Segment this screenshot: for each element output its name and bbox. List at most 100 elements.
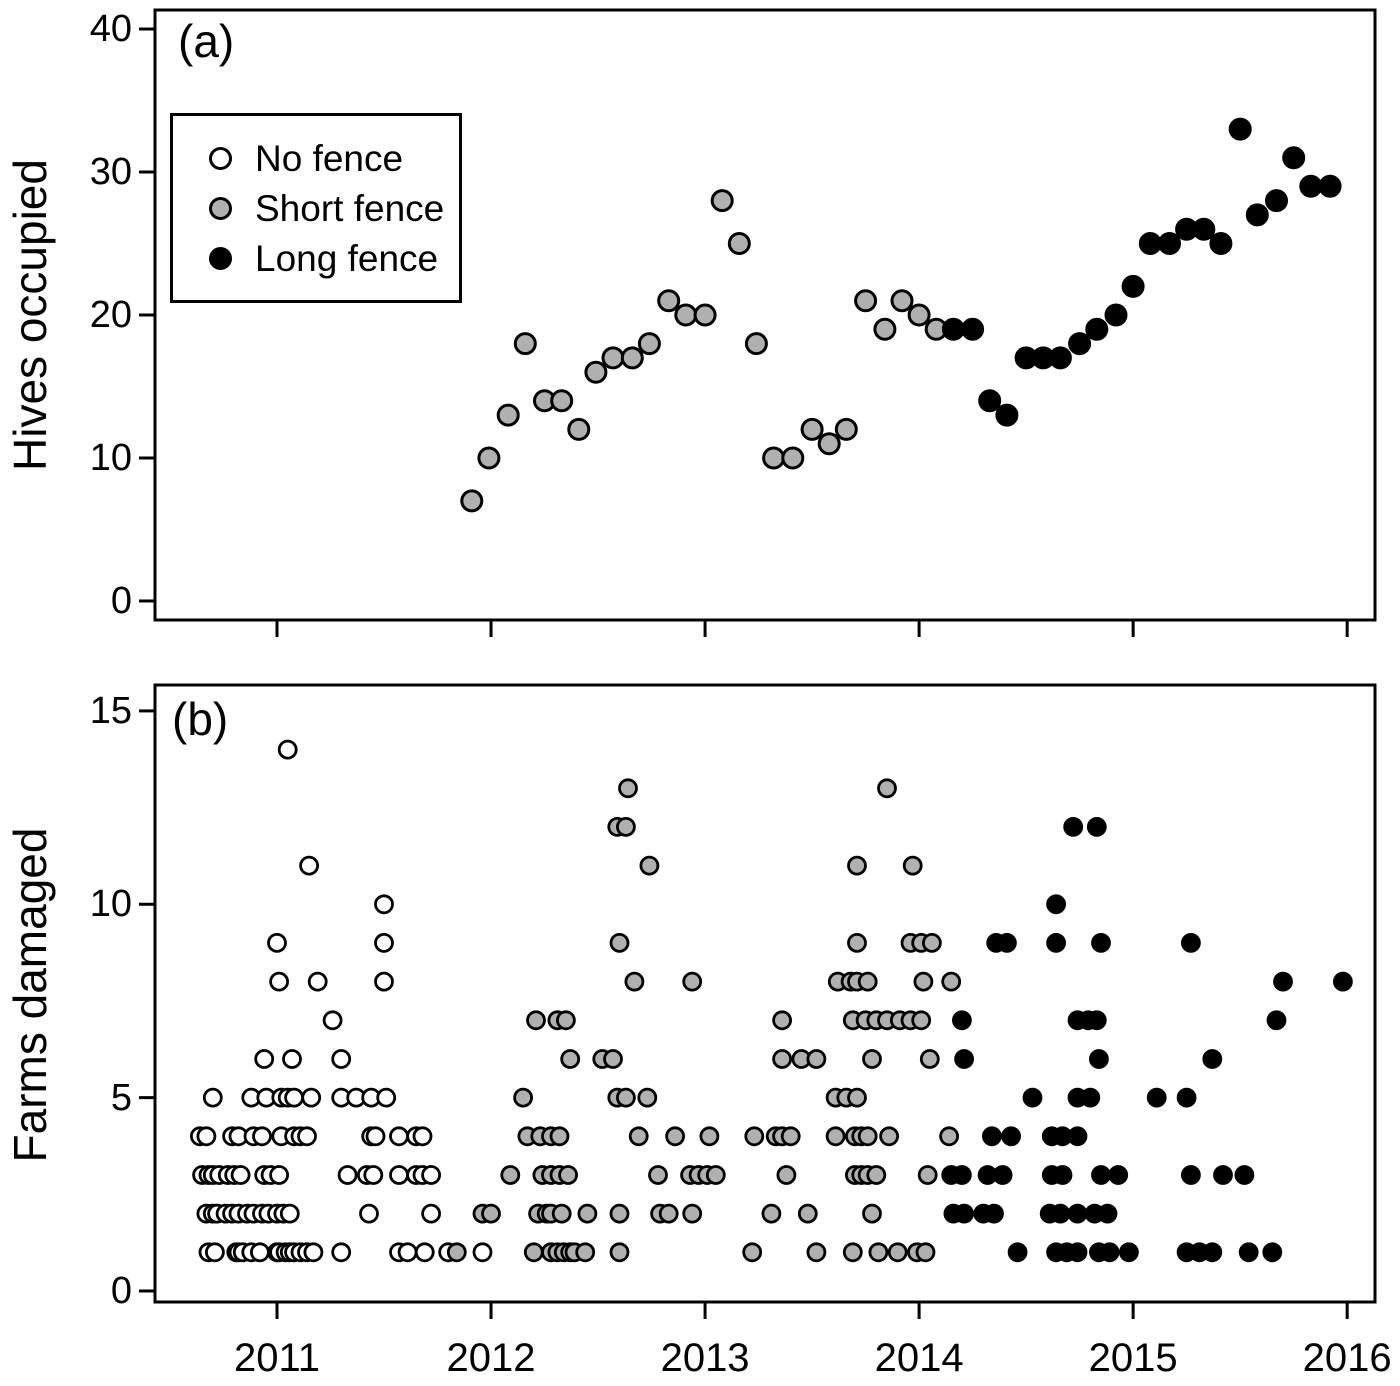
data-point-short-fence [744, 332, 768, 356]
data-point-long-fence [1265, 189, 1288, 213]
data-point-long-fence [1262, 1242, 1283, 1263]
panel-b-letter: (b) [172, 693, 229, 745]
data-point-short-fence [513, 1087, 533, 1108]
data-point-short-fence [513, 332, 537, 356]
data-point-long-fence [1085, 317, 1109, 341]
data-point-long-fence [1181, 1165, 1201, 1185]
data-point-no-fence [252, 1126, 272, 1147]
data-point-short-fence [772, 1049, 792, 1069]
data-point-short-fence [911, 1010, 932, 1031]
data-point-short-fence [616, 817, 636, 837]
data-point-short-fence [477, 446, 501, 470]
panel-b-y-tick-label: 0 [110, 1269, 132, 1312]
panel-b-frame [153, 683, 1377, 1304]
data-point-no-fence [249, 1242, 270, 1263]
data-point-short-fence [902, 855, 923, 876]
data-point-short-fence [817, 432, 841, 456]
data-point-no-fence [331, 1242, 352, 1263]
data-point-short-fence [862, 1049, 882, 1069]
legend-item-short-fence: Short fence [209, 190, 459, 227]
data-point-long-fence [1245, 203, 1269, 227]
data-point-long-fence [1158, 232, 1181, 255]
data-point-short-fence [873, 317, 897, 341]
data-point-no-fence [414, 1242, 435, 1263]
data-point-long-fence [1146, 1087, 1167, 1108]
data-point-long-fence [982, 1126, 1002, 1147]
data-point-long-fence [1080, 1087, 1101, 1108]
data-point-long-fence [1067, 1242, 1088, 1263]
data-point-short-fence [609, 933, 630, 953]
data-point-no-fence [389, 1165, 409, 1185]
panel-a-y-axis-title: Hives occupied [4, 159, 56, 471]
data-point-short-fence [922, 933, 942, 953]
data-point-long-fence [1086, 1010, 1107, 1031]
data-point-short-fence [693, 303, 717, 327]
data-point-long-fence [961, 317, 985, 341]
data-point-short-fence [907, 303, 931, 327]
data-point-short-fence [584, 360, 608, 384]
data-point-no-fence [277, 739, 298, 760]
data-point-long-fence [941, 317, 965, 341]
data-point-long-fence [1138, 232, 1162, 255]
panel-b-y-tick-label: 10 [89, 883, 132, 926]
data-point-short-fence [624, 971, 645, 992]
data-point-no-fence [376, 1087, 397, 1108]
data-point-short-fence [637, 1087, 658, 1108]
data-point-short-fence [868, 1242, 889, 1263]
data-point-long-fence [1067, 1203, 1088, 1224]
data-point-short-fence [742, 1242, 763, 1263]
data-point-short-fence [825, 1126, 846, 1147]
data-point-short-fence [939, 1126, 959, 1147]
data-point-short-fence [460, 489, 484, 513]
data-point-short-fence [560, 1049, 581, 1069]
data-point-long-fence [1192, 217, 1216, 241]
data-point-long-fence [1181, 933, 1201, 953]
data-point-long-fence [1086, 817, 1107, 837]
data-point-short-fence [913, 971, 934, 992]
data-point-short-fence [847, 933, 867, 953]
data-point-no-fence [374, 971, 394, 992]
data-point-short-fence [639, 855, 660, 876]
data-point-no-fence [472, 1242, 493, 1263]
data-point-long-fence [1121, 274, 1145, 298]
data-point-long-fence [1063, 817, 1084, 837]
data-point-short-fence [877, 778, 897, 799]
data-point-long-fence [1318, 174, 1342, 198]
data-point-short-fence [857, 971, 878, 992]
data-point-long-fence [978, 389, 1002, 413]
data-point-short-fence [806, 1049, 827, 1069]
data-point-no-fence [397, 1242, 418, 1263]
data-point-no-fence [307, 971, 328, 992]
data-point-short-fence [657, 289, 681, 313]
data-point-long-fence [1104, 303, 1128, 327]
data-point-short-fence [780, 1126, 801, 1147]
data-point-no-fence [297, 1126, 317, 1147]
data-point-short-fence [797, 1203, 818, 1224]
data-point-short-fence [917, 1165, 938, 1185]
legend-item-no-fence: No fence [209, 140, 459, 177]
data-point-short-fence [682, 1203, 703, 1224]
legend-label: No fence [255, 137, 404, 179]
data-point-short-fence [776, 1165, 797, 1185]
data-point-short-fence [523, 1242, 544, 1263]
data-point-no-fence [282, 1049, 302, 1069]
data-point-short-fence [446, 1242, 467, 1263]
data-point-long-fence [997, 933, 1017, 953]
data-point-short-fence [674, 303, 698, 327]
panel-b-y-tick-label: 15 [89, 689, 132, 732]
data-point-long-fence [992, 1165, 1013, 1185]
data-point-long-fence [1228, 117, 1252, 141]
data-point-short-fence [648, 1165, 668, 1185]
data-point-long-fence [1209, 232, 1233, 255]
data-point-short-fence [941, 971, 962, 992]
data-point-short-fence [744, 1126, 765, 1147]
data-point-short-fence [847, 855, 867, 876]
data-point-no-fence [269, 971, 290, 992]
panel-a-letter: (a) [178, 15, 235, 67]
data-point-long-fence [1022, 1087, 1043, 1108]
data-point-no-fence [230, 1165, 251, 1185]
data-point-short-fence [710, 189, 734, 213]
data-point-short-fence [781, 446, 805, 470]
data-point-long-fence [1007, 1242, 1028, 1263]
